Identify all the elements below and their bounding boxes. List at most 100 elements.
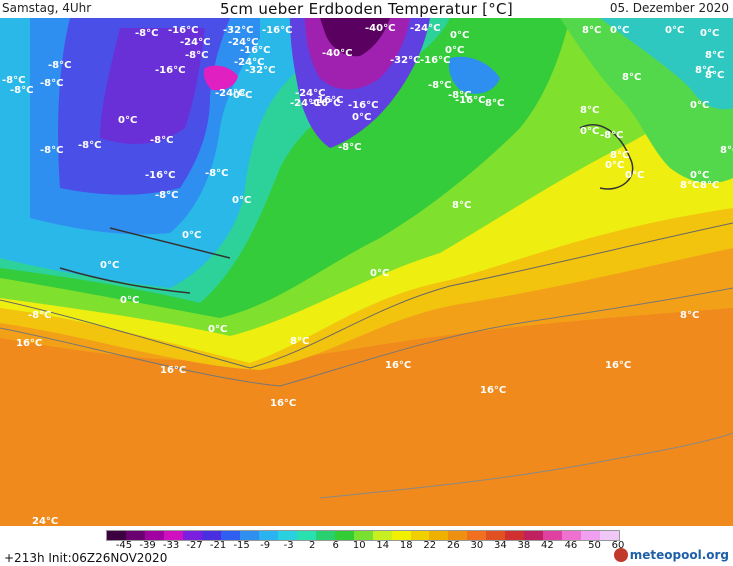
- temperature-label: -8°C: [48, 60, 71, 71]
- colorbar-swatch: [258, 531, 278, 540]
- temperature-label: -24°C: [228, 37, 258, 48]
- colorbar-swatch: [391, 531, 411, 540]
- temperature-label: -8°C: [205, 168, 228, 179]
- temperature-label: -8°C: [600, 130, 623, 141]
- greenland-coldest-core: [320, 18, 390, 57]
- temperature-label: -24°C: [410, 23, 440, 34]
- colorbar-tick-label: -33: [162, 540, 180, 551]
- temperature-label: 8°C: [610, 150, 629, 161]
- temperature-label: 8°C: [705, 70, 724, 81]
- temperature-label: -16°C: [262, 25, 292, 36]
- temperature-label: -16°C: [348, 100, 378, 111]
- meteopool-logo[interactable]: meteopool.org: [613, 548, 729, 562]
- island-blue: [448, 56, 500, 94]
- colorbar-tick-label: 26: [446, 540, 460, 551]
- temperature-label: -40°C: [322, 48, 352, 59]
- temperature-label: 0°C: [352, 112, 371, 123]
- temperature-label: 8°C: [705, 50, 724, 61]
- colorbar-swatch: [296, 531, 316, 540]
- header: Samstag, 4Uhr 5cm ueber Erdboden Tempera…: [0, 0, 733, 18]
- temperature-label: 8°C: [622, 72, 641, 83]
- colorbar-tick-label: 30: [470, 540, 484, 551]
- temperature-label: -16°C: [310, 98, 340, 109]
- temperature-label: 16°C: [605, 360, 631, 371]
- violet-area: [100, 28, 205, 144]
- temperature-label: -8°C: [155, 190, 178, 201]
- temperature-label: -32°C: [390, 55, 420, 66]
- colorbar-swatch: [372, 531, 392, 540]
- colorbar-tick-label: 2: [309, 540, 316, 551]
- colorbar-tick-label: 42: [541, 540, 554, 551]
- colorbar-tick-label: -45: [115, 540, 133, 551]
- colorbar-tick-label: -39: [139, 540, 156, 551]
- temperature-label: -8°C: [10, 85, 33, 96]
- colorbar-ticks: -45 -39 -33 -27 -21 -15 -9 -3 2 6 10 14 18 22 26 30 34 38…: [106, 540, 626, 554]
- colorbar-swatch: [467, 531, 487, 540]
- temperature-label: 0°C: [700, 28, 719, 39]
- temperature-label: 0°C: [690, 100, 709, 111]
- colorbar-swatch: [486, 531, 506, 540]
- temperature-label: 0°C: [232, 195, 251, 206]
- temperature-label: -16°C: [455, 95, 485, 106]
- temperature-label: 0°C: [208, 324, 227, 335]
- temperature-label: 0°C: [665, 25, 684, 36]
- temperature-label: 0°C: [100, 260, 119, 271]
- temperature-label: -8°C: [448, 90, 471, 101]
- coastline: [59, 227, 231, 294]
- temperature-label: -32°C: [245, 65, 275, 76]
- colorbar-tick-label: -9: [260, 540, 271, 551]
- colorbar-swatch: [163, 531, 183, 540]
- isotherm-line: [0, 222, 733, 369]
- temperature-label: -16°C: [420, 55, 450, 66]
- temperature-label: 8°C: [582, 25, 601, 36]
- colorbar-tick-label: 6: [332, 540, 339, 551]
- coastline: [579, 124, 634, 190]
- footer: -45 -39 -33 -27 -21 -15 -9 -3 2 6 10 14 18 22 26 30 34 38…: [0, 526, 733, 566]
- temperature-label: -24°C: [290, 98, 320, 109]
- colorbar-tick-label: 60: [611, 540, 625, 551]
- colorbar-swatch: [182, 531, 202, 540]
- colorbar-swatch: [220, 531, 240, 540]
- temperature-label: -8°C: [135, 28, 158, 39]
- isotherm-line: [0, 287, 733, 387]
- colorbar-swatch: [429, 531, 449, 540]
- temperature-label: 16°C: [480, 385, 506, 396]
- colorbar-swatch: [562, 531, 582, 540]
- temperature-label: 0°C: [625, 170, 644, 181]
- colorbar-tick-label: 34: [494, 540, 507, 551]
- colorbar-swatch: [334, 531, 354, 540]
- temperature-label: -8°C: [28, 310, 51, 321]
- init-time-label: +213h Init:06Z26NOV2020: [4, 551, 168, 565]
- temperature-label: 0°C: [580, 126, 599, 137]
- colorbar: [106, 530, 620, 541]
- temperature-label: 16°C: [16, 338, 42, 349]
- colorbar-swatch: [277, 531, 297, 540]
- temperature-label: 0°C: [445, 45, 464, 56]
- colorbar-swatch: [125, 531, 145, 540]
- temperature-label: 16°C: [160, 365, 186, 376]
- temperature-label: 8°C: [700, 180, 719, 191]
- temperature-label: -16°C: [240, 45, 270, 56]
- temperature-label: 8°C: [485, 98, 504, 109]
- colorbar-tick-label: 38: [517, 540, 531, 551]
- temperature-label: 0°C: [605, 160, 624, 171]
- temperature-label: -16°C: [145, 170, 175, 181]
- colorbar-tick-label: -3: [283, 540, 294, 551]
- colorbar-swatch: [239, 531, 259, 540]
- temperature-label: 8°C: [580, 105, 599, 116]
- logo-text: meteopool.org: [629, 548, 729, 562]
- magenta-spot: [203, 65, 238, 91]
- temperature-label: 16°C: [385, 360, 411, 371]
- temperature-label: -8°C: [40, 145, 63, 156]
- temperature-label: -8°C: [2, 75, 25, 86]
- temperature-label: 24°C: [32, 516, 58, 526]
- colorbar-tick-label: 46: [564, 540, 578, 551]
- colorbar-swatch: [410, 531, 430, 540]
- colorbar-swatch: [448, 531, 468, 540]
- colorbar-swatch: [543, 531, 563, 540]
- colorbar-swatch: [600, 531, 620, 540]
- temperature-label: -8°C: [185, 50, 208, 61]
- temperature-label: 0°C: [120, 295, 139, 306]
- colorbar-tick-label: 10: [352, 540, 366, 551]
- colorbar-tick-label: -15: [233, 540, 250, 551]
